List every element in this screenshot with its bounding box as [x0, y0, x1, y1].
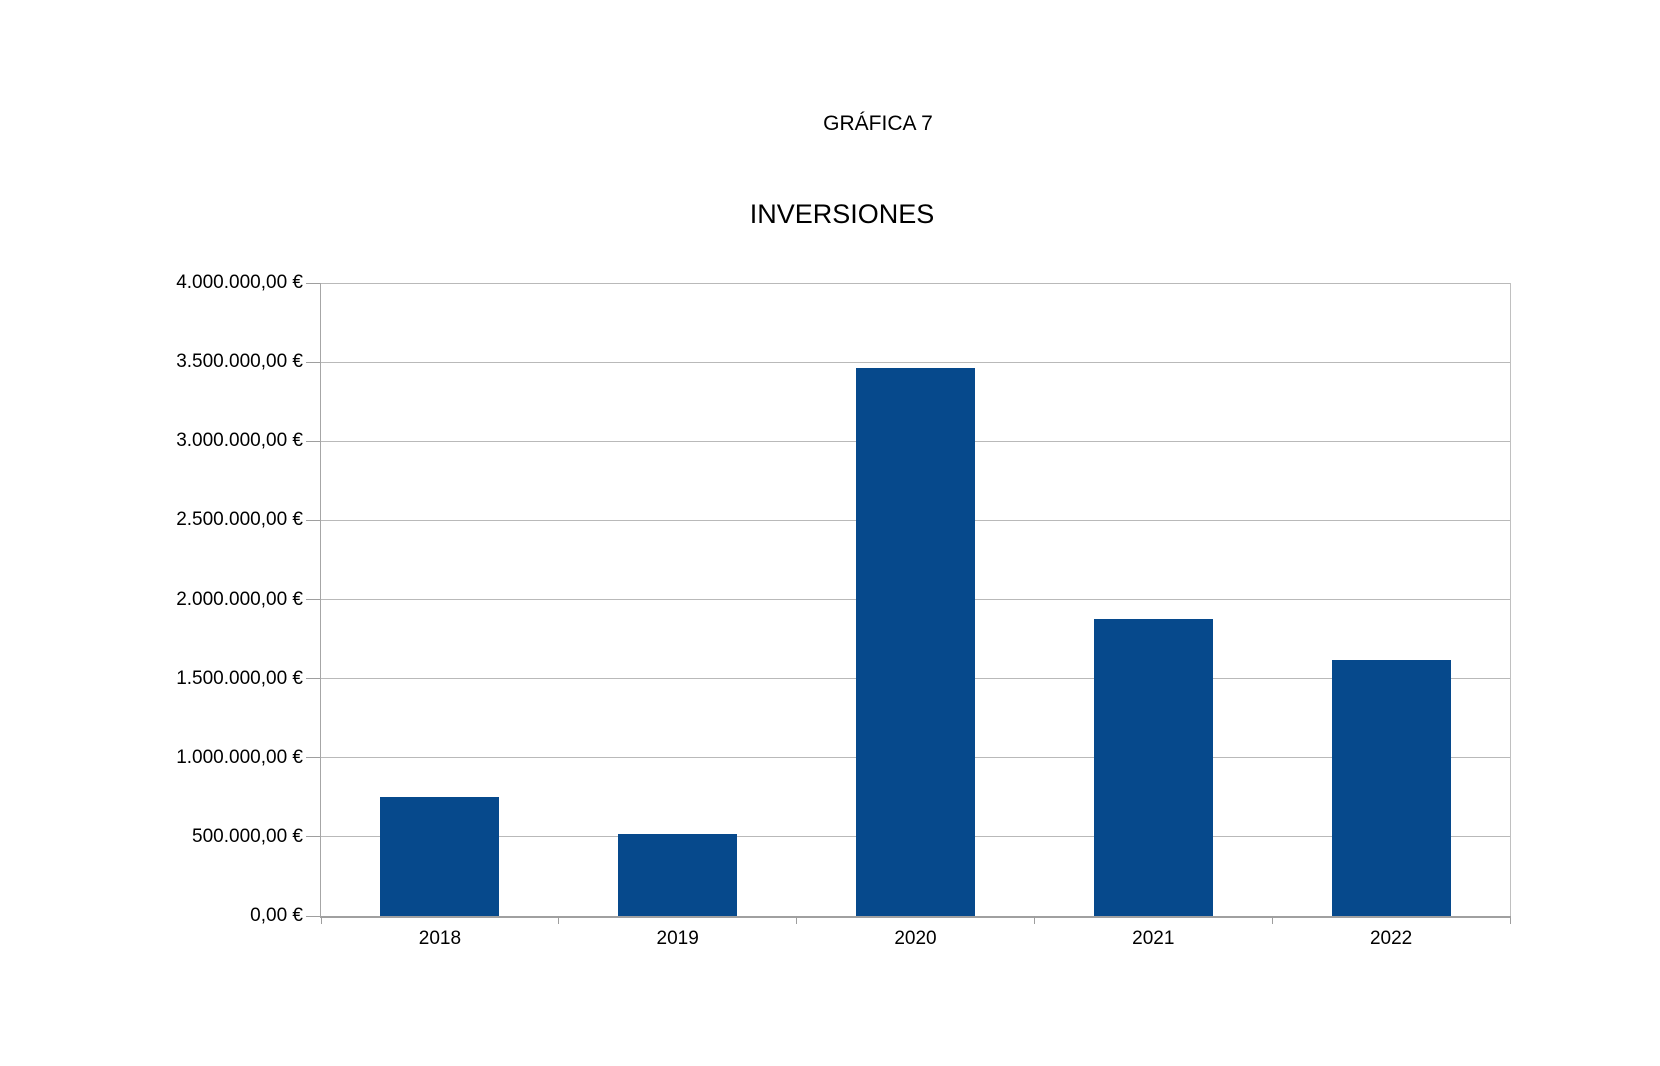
x-axis-tick: [558, 916, 560, 924]
x-axis-tick: [1509, 916, 1511, 924]
y-axis-tick: [306, 519, 320, 521]
x-axis-label: 2020: [894, 928, 937, 949]
x-axis-tick: [320, 916, 322, 924]
bar-2022: [1331, 659, 1451, 916]
y-gridline: [321, 361, 1510, 363]
chart-title: INVERSIONES: [749, 199, 935, 229]
y-axis-tick: [306, 282, 320, 284]
y-axis-label: 3.500.000,00 €: [176, 351, 303, 373]
y-axis-label: 0,00 €: [250, 905, 303, 926]
y-axis-label: 4.000.000,00 €: [176, 272, 303, 293]
plot-area: 0,00 € 500.000,00 € 1.000.000,00 € 1.500.00…: [176, 272, 1511, 949]
y-axis-tick: [306, 836, 320, 838]
bar-2019: [618, 833, 738, 916]
figure-caption: GRÁFICA 7: [823, 112, 933, 135]
x-axis-label: 2018: [418, 928, 462, 949]
x-axis-label: 2021: [1132, 928, 1175, 949]
x-axis-tick: [1033, 916, 1035, 924]
y-axis-label: 500.000,00 €: [192, 825, 303, 847]
y-axis-tick: [306, 361, 320, 363]
y-axis-label: 1.500.000,00 €: [176, 667, 303, 689]
bar-2021: [1093, 619, 1213, 916]
y-axis-tick: [306, 678, 320, 680]
y-axis-tick: [306, 757, 320, 759]
y-axis-tick: [306, 915, 320, 917]
x-axis-tick: [796, 916, 798, 924]
y-gridline: [321, 282, 1510, 284]
bar-2018: [380, 797, 500, 916]
y-axis-tick: [306, 599, 320, 600]
x-axis-label: 2019: [656, 928, 699, 949]
x-axis-label: 2022: [1369, 928, 1413, 949]
y-axis-label: 2.500.000,00 €: [176, 509, 303, 531]
y-axis-label: 3.000.000,00 €: [176, 430, 303, 452]
bar-2020: [856, 368, 975, 916]
y-axis-label: 1.000.000,00 €: [176, 746, 303, 768]
y-axis-label: 2.000.000,00 €: [176, 588, 303, 610]
x-axis-tick: [1271, 916, 1273, 924]
y-axis-tick: [306, 440, 320, 442]
